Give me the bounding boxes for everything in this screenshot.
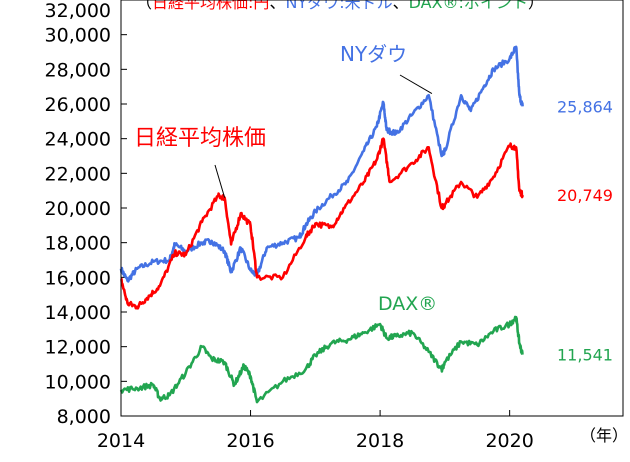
series-layer: 25,864 20,749 11,541 <box>119 45 613 404</box>
annotation-label-nikkei: 日経平均株価 <box>134 126 266 151</box>
annotation-label-dax: DAX® <box>378 293 437 315</box>
chart-title-part-4: 、 <box>393 0 409 12</box>
chart-title-part-0: （ <box>136 0 152 12</box>
annotation-pointer-nikkei <box>214 164 226 198</box>
y-tick-label: 8,000 <box>57 406 111 428</box>
x-tick-label: 2014 <box>97 430 145 452</box>
y-axis-ticks: 8,000 10,000 12,000 14,000 16,000 18,000 20,00… <box>45 0 127 428</box>
y-tick-label: 26,000 <box>45 94 111 116</box>
x-tick-label: 2018 <box>356 430 404 452</box>
y-tick-label: 28,000 <box>45 59 111 81</box>
y-tick-label: 20,000 <box>45 198 111 220</box>
y-tick-label: 22,000 <box>45 163 111 185</box>
y-tick-label: 32,000 <box>45 0 111 22</box>
end-value-label-nikkei: 20,749 <box>557 186 613 205</box>
annotation-label-nydow: NYダウ <box>340 42 407 66</box>
chart-title-part-1: 日経平均株価:円 <box>152 0 269 12</box>
series-line-nydow <box>119 45 524 283</box>
end-value-label-dax: 11,541 <box>557 346 613 365</box>
x-tick-label: 2016 <box>226 430 274 452</box>
y-tick-label: 16,000 <box>45 267 111 289</box>
annotation-pointer-nydow <box>399 74 433 95</box>
x-tick-label: 2020 <box>485 430 533 452</box>
chart-title-part-6: ） <box>528 0 544 12</box>
x-axis-label: （年） <box>580 426 628 445</box>
y-tick-label: 24,000 <box>45 129 111 151</box>
y-tick-label: 12,000 <box>45 337 111 359</box>
y-tick-label: 30,000 <box>45 25 111 47</box>
plot-area-frame <box>120 0 624 417</box>
chart-title: （日経平均株価:円、NYダウ:米ドル、DAX®:ポイント） <box>136 0 544 12</box>
chart-title-part-3: NYダウ:米ドル <box>285 0 392 12</box>
y-tick-label: 10,000 <box>45 371 111 393</box>
series-line-nikkei <box>120 137 524 310</box>
chart-title-part-5: DAX®:ポイント <box>409 0 528 12</box>
y-tick-label: 18,000 <box>45 233 111 255</box>
chart-title-part-2: 、 <box>269 0 285 12</box>
end-value-label-nydow: 25,864 <box>557 97 613 116</box>
y-tick-label: 14,000 <box>45 302 111 324</box>
series-line-dax <box>119 315 524 404</box>
